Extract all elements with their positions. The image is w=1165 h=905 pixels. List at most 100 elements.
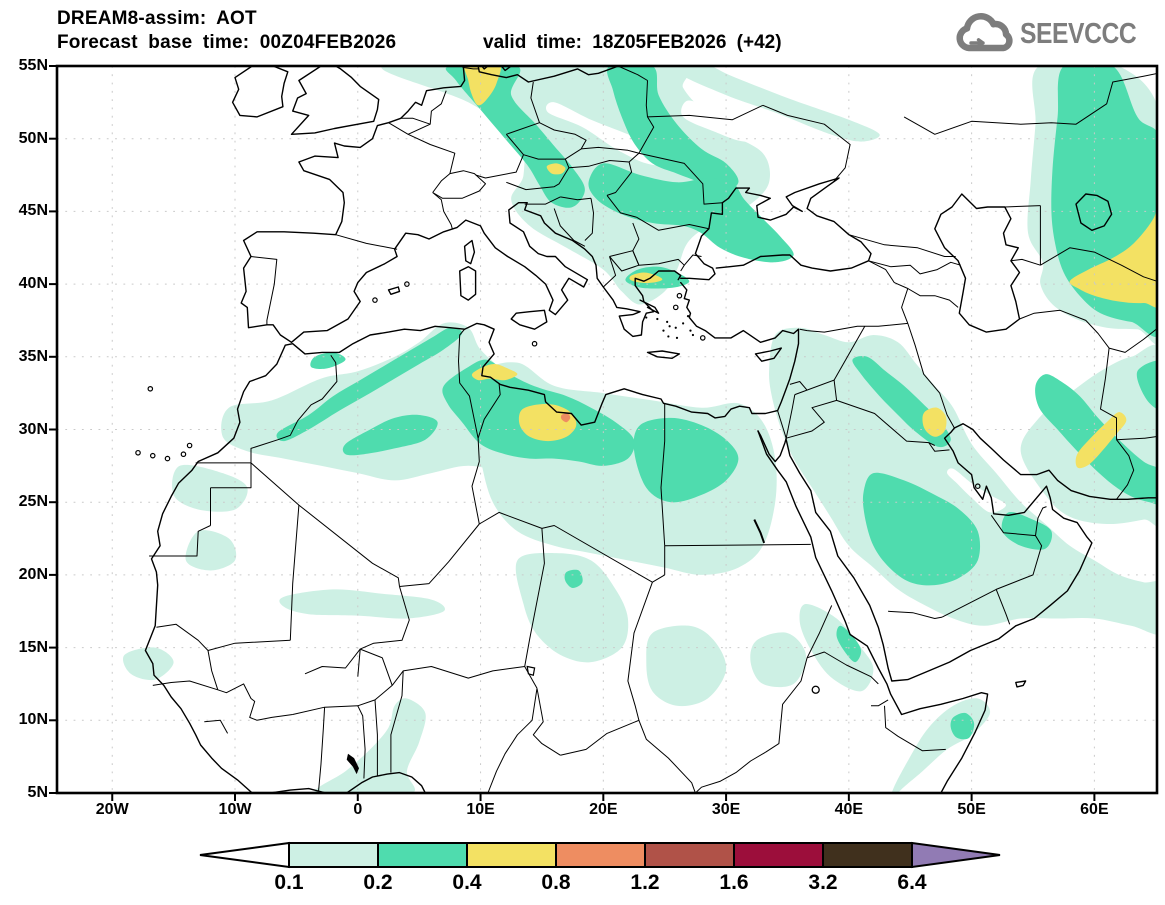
border	[1100, 348, 1117, 440]
border	[606, 195, 637, 218]
colorbar-cell	[288, 842, 379, 868]
border	[250, 462, 400, 587]
border	[156, 623, 209, 651]
border	[1116, 435, 1157, 441]
aot-region-level-0	[172, 464, 248, 512]
axis-ticks	[49, 65, 1096, 801]
aot-region-level-2	[922, 407, 947, 437]
island-speck	[686, 314, 690, 318]
border	[799, 322, 908, 333]
border	[432, 192, 453, 229]
island	[135, 449, 141, 456]
coastline	[269, 787, 327, 793]
coastline	[290, 66, 380, 135]
border	[660, 403, 666, 546]
seevccc-logo: SEEVCCC	[953, 12, 1157, 56]
island-speck	[674, 326, 677, 329]
island	[180, 451, 187, 458]
colorbar-under-arrow	[199, 841, 290, 869]
coastline	[290, 202, 682, 343]
colorbar-tick-label: 1.6	[719, 871, 749, 894]
border	[250, 256, 278, 325]
island	[149, 452, 156, 459]
aot-region-level-2	[1075, 412, 1127, 469]
island-speck	[645, 316, 648, 319]
border	[391, 666, 525, 686]
border	[388, 122, 456, 174]
border	[1040, 247, 1157, 282]
aot-region-level-1	[342, 414, 438, 456]
border	[833, 326, 866, 381]
lat-label: 40N	[18, 275, 48, 293]
valid-time: valid time: 18Z05FEB2026 (+42)	[483, 32, 782, 53]
aot-region-level-1	[276, 327, 463, 442]
border	[318, 707, 326, 792]
aot-region-level-0	[314, 698, 426, 793]
island-speck	[682, 322, 685, 325]
border	[848, 234, 956, 257]
island	[147, 385, 154, 392]
lake-chad	[526, 665, 536, 676]
border	[553, 208, 586, 247]
aot-region-level-1	[588, 163, 794, 263]
aot-region-level-2	[546, 163, 566, 175]
border	[786, 380, 838, 439]
border	[765, 657, 808, 753]
lake-nasser	[753, 519, 766, 544]
border	[152, 680, 218, 691]
border	[581, 146, 640, 154]
lat-label: 10N	[18, 711, 48, 729]
border	[868, 260, 909, 324]
border	[1019, 309, 1110, 349]
lon-label: 60E	[1080, 801, 1109, 818]
island	[186, 442, 193, 449]
lat-label: 45N	[18, 202, 48, 220]
border	[888, 610, 943, 619]
lat-label: 25N	[18, 493, 48, 511]
border	[568, 152, 640, 169]
border	[871, 699, 889, 707]
border	[458, 328, 479, 439]
aot-region-level-1	[564, 569, 583, 589]
border	[868, 260, 961, 275]
border	[479, 511, 543, 529]
coastline	[785, 427, 1093, 682]
border	[794, 379, 835, 396]
page-title: DREAM8-assim: AOT	[57, 8, 257, 29]
island	[974, 483, 981, 490]
border	[207, 639, 291, 651]
coastline	[1015, 680, 1027, 688]
island-speck	[667, 335, 670, 338]
border	[505, 122, 587, 160]
coastline	[934, 193, 1021, 333]
colorbar-tick-label: 3.2	[808, 871, 838, 894]
coastline	[953, 423, 1157, 500]
colorbar-cell	[466, 842, 557, 868]
border	[836, 399, 936, 446]
border	[360, 648, 393, 686]
coastline	[240, 66, 466, 343]
border	[250, 355, 338, 463]
lon-label: 20W	[95, 801, 129, 818]
border	[204, 719, 229, 734]
coastline	[463, 239, 476, 265]
aot-region-level-1	[1001, 512, 1053, 550]
coastline	[500, 66, 512, 72]
border	[617, 66, 648, 81]
border	[357, 705, 366, 779]
coastline	[1075, 193, 1113, 231]
island-speck	[689, 329, 692, 332]
border	[806, 651, 879, 685]
aot-region-level-0	[515, 553, 629, 663]
island-speck	[675, 336, 679, 339]
border	[524, 196, 561, 205]
border	[995, 589, 1011, 625]
aot-region-level-0	[891, 698, 991, 793]
lakes	[346, 519, 820, 775]
island	[372, 297, 378, 303]
border	[506, 158, 570, 191]
aot-colorbar	[199, 841, 1001, 869]
border	[683, 254, 702, 266]
colorbar-cell	[555, 842, 646, 868]
